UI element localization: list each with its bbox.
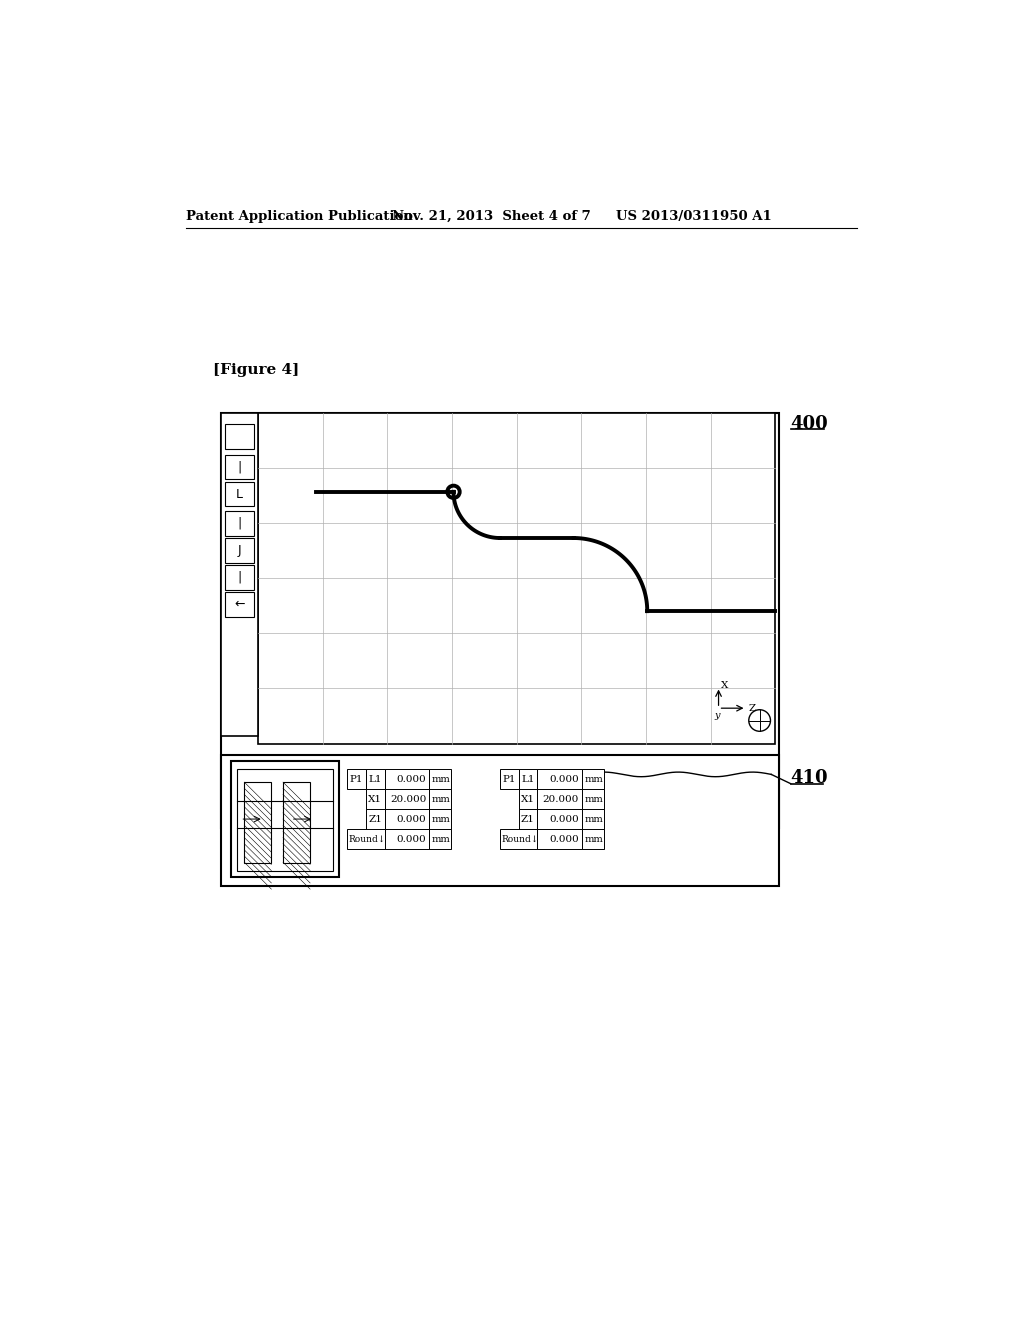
- Text: Round↓: Round↓: [349, 834, 386, 843]
- Bar: [385, 789, 429, 809]
- Bar: [385, 809, 429, 829]
- Text: 20.000: 20.000: [390, 795, 426, 804]
- Text: mm: mm: [432, 775, 451, 784]
- Text: 0.000: 0.000: [549, 775, 579, 784]
- Text: Z1: Z1: [369, 814, 382, 824]
- Bar: [225, 511, 254, 536]
- Text: 410: 410: [791, 770, 828, 787]
- Text: 0.000: 0.000: [396, 814, 426, 824]
- Bar: [225, 455, 254, 479]
- Text: 0.000: 0.000: [396, 834, 426, 843]
- Text: 0.000: 0.000: [549, 834, 579, 843]
- Text: 20.000: 20.000: [543, 795, 579, 804]
- Bar: [583, 829, 604, 849]
- Text: mm: mm: [585, 814, 603, 824]
- Text: 400: 400: [791, 414, 828, 433]
- Text: mm: mm: [585, 795, 603, 804]
- Bar: [429, 789, 452, 809]
- Text: 0.000: 0.000: [396, 775, 426, 784]
- Text: X1: X1: [521, 795, 535, 804]
- Text: Round↓: Round↓: [502, 834, 539, 843]
- Text: Nov. 21, 2013  Sheet 4 of 7: Nov. 21, 2013 Sheet 4 of 7: [391, 210, 590, 223]
- Text: mm: mm: [432, 814, 451, 824]
- Text: mm: mm: [432, 834, 451, 843]
- Text: y: y: [715, 711, 720, 721]
- Text: L1: L1: [521, 775, 535, 784]
- Text: [Figure 4]: [Figure 4]: [213, 363, 299, 378]
- Bar: [258, 413, 775, 743]
- Bar: [518, 809, 538, 829]
- Text: US 2013/0311950 A1: US 2013/0311950 A1: [616, 210, 772, 223]
- Text: |: |: [238, 461, 242, 474]
- Text: X1: X1: [369, 795, 382, 804]
- Bar: [518, 770, 538, 789]
- Text: Z: Z: [749, 704, 756, 713]
- Text: Z1: Z1: [521, 814, 535, 824]
- Bar: [366, 770, 385, 789]
- Bar: [225, 424, 254, 449]
- Bar: [221, 413, 779, 829]
- Bar: [225, 591, 254, 616]
- Bar: [366, 789, 385, 809]
- Text: L1: L1: [369, 775, 382, 784]
- Bar: [231, 762, 339, 876]
- Bar: [538, 809, 583, 829]
- Bar: [538, 829, 583, 849]
- Bar: [347, 829, 385, 849]
- Text: J: J: [238, 544, 242, 557]
- Text: ←: ←: [234, 598, 245, 611]
- Text: mm: mm: [432, 795, 451, 804]
- Text: 0.000: 0.000: [549, 814, 579, 824]
- Text: L: L: [237, 487, 243, 500]
- Bar: [245, 781, 271, 863]
- Bar: [583, 789, 604, 809]
- Bar: [429, 770, 452, 789]
- Text: |: |: [238, 517, 242, 529]
- Bar: [429, 829, 452, 849]
- Bar: [225, 482, 254, 507]
- Bar: [283, 781, 310, 863]
- Bar: [500, 829, 538, 849]
- Text: |: |: [238, 570, 242, 583]
- Bar: [221, 755, 779, 886]
- Text: mm: mm: [585, 775, 603, 784]
- Bar: [221, 413, 258, 737]
- Text: Patent Application Publication: Patent Application Publication: [186, 210, 413, 223]
- Bar: [225, 565, 254, 590]
- Text: X: X: [721, 681, 728, 689]
- Bar: [366, 809, 385, 829]
- Text: P1: P1: [503, 775, 516, 784]
- Bar: [385, 770, 429, 789]
- Bar: [518, 789, 538, 809]
- Bar: [500, 770, 518, 789]
- Text: mm: mm: [585, 834, 603, 843]
- Text: P1: P1: [350, 775, 364, 784]
- Bar: [385, 829, 429, 849]
- Bar: [583, 809, 604, 829]
- Bar: [347, 770, 366, 789]
- Bar: [237, 770, 334, 871]
- Bar: [429, 809, 452, 829]
- Bar: [583, 770, 604, 789]
- Bar: [225, 539, 254, 562]
- Bar: [538, 789, 583, 809]
- Bar: [538, 770, 583, 789]
